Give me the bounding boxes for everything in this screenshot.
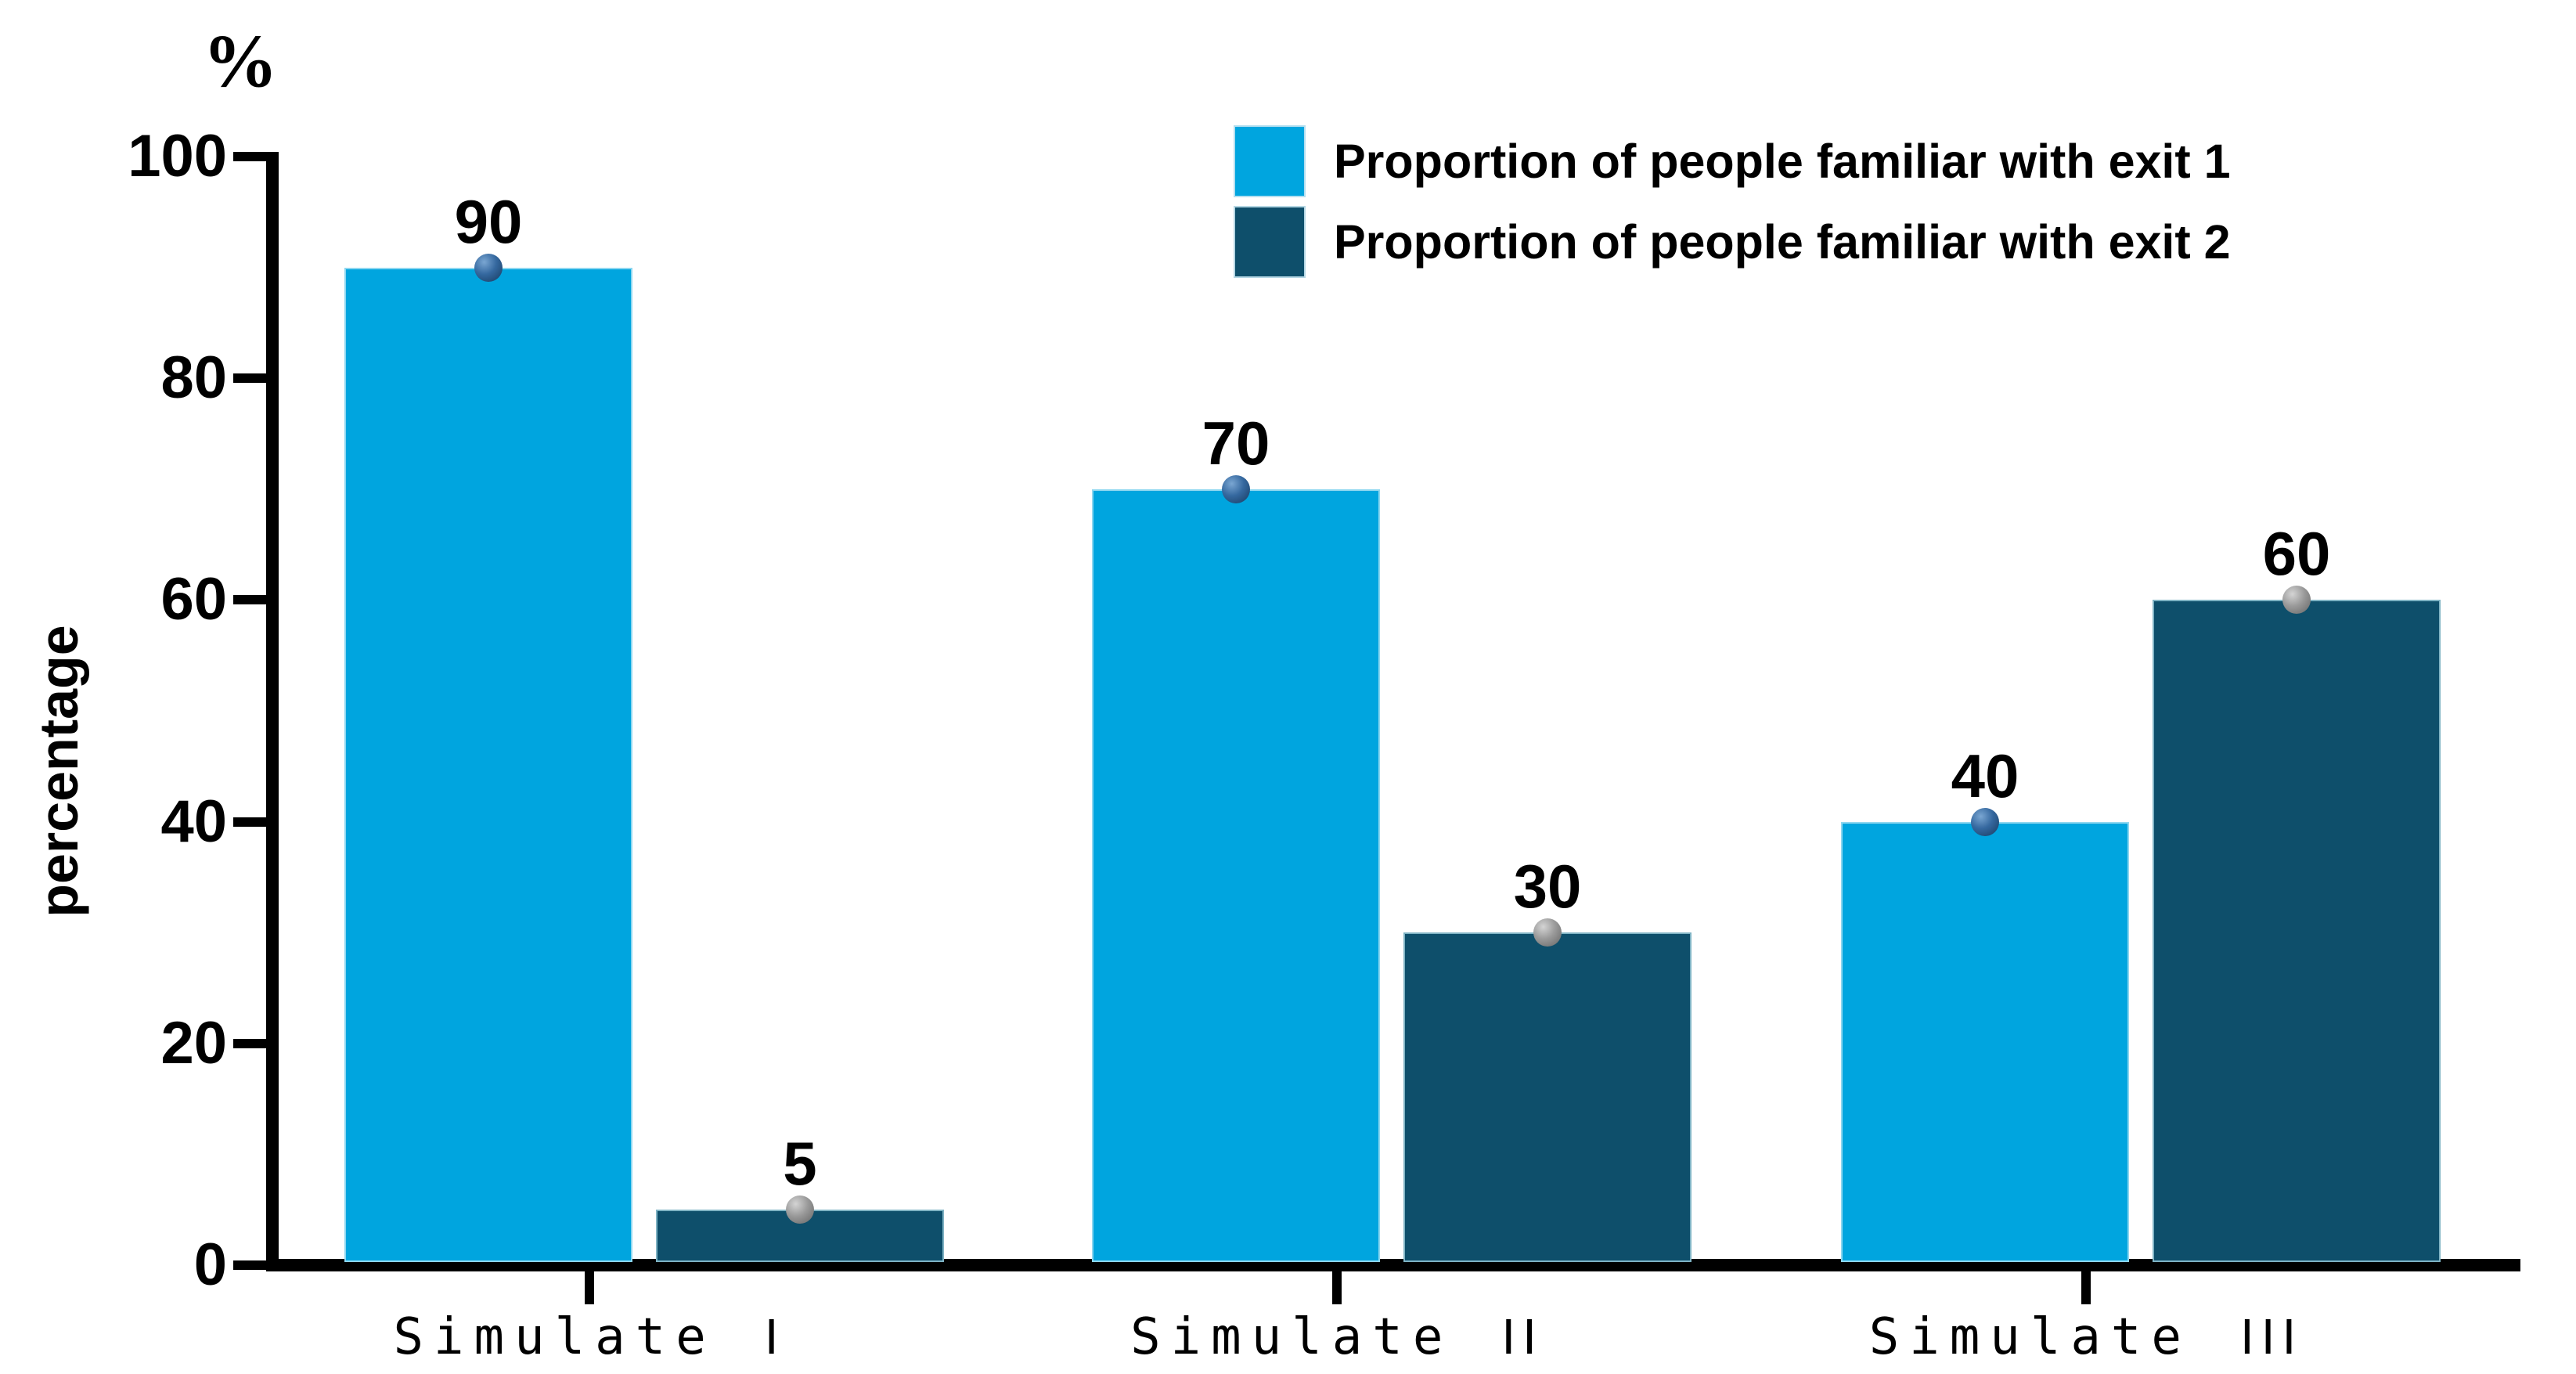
bar-series1-group3 — [1841, 821, 2129, 1262]
sphere-marker-series1-group1 — [474, 253, 503, 282]
legend-label-1: Proportion of people familiar with exit … — [1334, 135, 2231, 188]
bar-value-label-series1-group1: 90 — [454, 186, 523, 256]
bar-series1-group2 — [1092, 489, 1380, 1262]
y-tick-0 — [233, 1260, 269, 1270]
y-axis-line — [266, 152, 279, 1271]
y-tick-60 — [233, 595, 269, 605]
y-tick-40 — [233, 817, 269, 827]
bar-series2-group2 — [1403, 932, 1692, 1262]
bar-series2-group3 — [2153, 600, 2441, 1262]
legend: Proportion of people familiar with exit … — [1234, 125, 2231, 278]
y-tick-100 — [233, 152, 269, 161]
y-tick-label-80: 80 — [160, 344, 227, 412]
legend-swatch-2 — [1234, 206, 1306, 278]
bar-value-label-series2-group2: 30 — [1513, 852, 1582, 921]
legend-label-2: Proportion of people familiar with exit … — [1334, 215, 2231, 269]
y-tick-label-40: 40 — [160, 788, 227, 855]
y-tick-label-0: 0 — [193, 1232, 227, 1298]
legend-item-1: Proportion of people familiar with exit … — [1234, 125, 2231, 197]
bar-series2-group1 — [656, 1210, 944, 1262]
bar-series1-group1 — [344, 267, 632, 1262]
y-tick-label-60: 60 — [160, 566, 227, 633]
x-category-numeral: I — [764, 1308, 786, 1365]
x-category-text: Simulate — [1130, 1308, 1454, 1366]
bar-value-label-series1-group2: 70 — [1202, 408, 1270, 478]
x-axis-line — [266, 1259, 2520, 1271]
y-axis-unit-label: % — [203, 19, 278, 103]
bar-value-label-series1-group3: 40 — [1951, 741, 2019, 810]
x-category-numeral: II — [1501, 1308, 1544, 1365]
y-tick-label-100: 100 — [128, 123, 227, 189]
y-tick-20 — [233, 1038, 269, 1048]
y-axis-title: percentage — [28, 625, 89, 918]
x-category-label-1: Simulate I — [237, 1301, 942, 1372]
y-tick-80 — [233, 373, 269, 384]
bar-value-label-series2-group3: 60 — [2262, 519, 2331, 589]
sphere-marker-series1-group3 — [1971, 807, 1999, 836]
x-category-label-2: Simulate II — [985, 1301, 1689, 1372]
x-tick-group2 — [1332, 1271, 1342, 1304]
sphere-marker-series1-group2 — [1222, 474, 1250, 503]
legend-swatch-1 — [1234, 125, 1306, 197]
x-tick-group1 — [585, 1271, 594, 1304]
x-category-text: Simulate — [393, 1308, 716, 1366]
sphere-marker-series2-group3 — [2282, 586, 2311, 615]
x-category-numeral: III — [2239, 1308, 2304, 1365]
bar-value-label-series2-group1: 5 — [783, 1129, 817, 1199]
sphere-marker-series2-group1 — [786, 1195, 814, 1224]
y-tick-label-20: 20 — [160, 1009, 227, 1076]
sphere-marker-series2-group2 — [1533, 918, 1562, 947]
x-tick-group3 — [2081, 1271, 2091, 1304]
x-category-text: Simulate — [1868, 1308, 2192, 1366]
legend-item-2: Proportion of people familiar with exit … — [1234, 206, 2231, 278]
x-category-label-3: Simulate III — [1734, 1301, 2438, 1372]
